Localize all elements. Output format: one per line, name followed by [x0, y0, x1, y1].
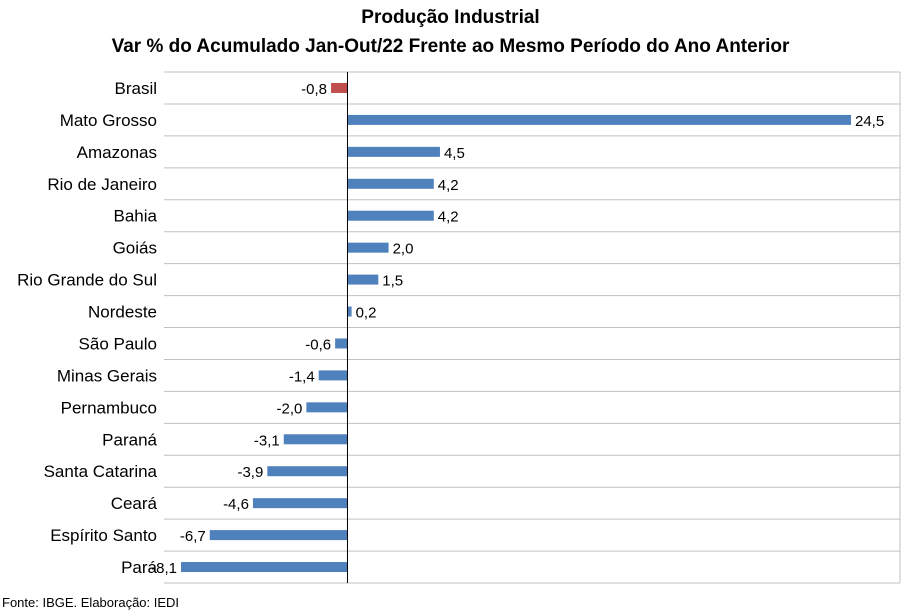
bar	[331, 82, 348, 93]
data-label: 4,2	[438, 209, 459, 226]
bar	[283, 434, 348, 445]
bar	[347, 146, 440, 157]
category-label: Mato Grosso	[60, 111, 157, 130]
category-label: Pernambuco	[61, 398, 157, 417]
data-label: 2,0	[393, 241, 414, 258]
category-label: Santa Catarina	[44, 462, 158, 481]
data-label: 4,2	[438, 177, 459, 194]
category-label: Amazonas	[77, 143, 157, 162]
bar	[209, 530, 348, 541]
bar	[318, 370, 348, 381]
data-label: -0,8	[301, 81, 327, 98]
category-label: Brasil	[114, 79, 157, 98]
data-label: 0,2	[356, 305, 377, 322]
category-label: Goiás	[113, 239, 157, 258]
category-label: Rio Grande do Sul	[17, 271, 157, 290]
data-label: -0,6	[305, 336, 331, 353]
bar	[347, 114, 851, 125]
category-label: Nordeste	[88, 303, 157, 322]
chart-subtitle: Var % do Acumulado Jan-Out/22 Frente ao …	[111, 36, 790, 57]
category-label: São Paulo	[79, 334, 157, 353]
bar	[335, 338, 348, 349]
category-label: Pará	[121, 558, 157, 577]
bar	[181, 562, 348, 573]
category-label: Ceará	[111, 494, 158, 513]
data-label: -3,9	[237, 464, 263, 481]
data-label: -6,7	[180, 528, 206, 545]
category-label: Paraná	[102, 430, 157, 449]
bar	[252, 498, 348, 509]
data-label: -3,1	[254, 432, 280, 449]
bar	[347, 274, 379, 285]
bar	[347, 306, 352, 317]
category-label: Bahia	[114, 207, 158, 226]
chart-title: Produção Industrial	[361, 7, 540, 28]
data-label: 24,5	[855, 113, 884, 130]
data-label: -4,6	[223, 496, 249, 513]
source-note: Fonte: IBGE. Elaboração: IEDI	[2, 595, 180, 610]
bar	[306, 402, 348, 413]
category-label: Minas Gerais	[57, 366, 157, 385]
bar	[347, 178, 434, 189]
data-label: -2,0	[277, 400, 303, 417]
bar	[347, 242, 389, 253]
data-label: -1,4	[289, 368, 315, 385]
category-label: Rio de Janeiro	[47, 175, 157, 194]
bar	[347, 210, 434, 221]
bar	[267, 466, 348, 477]
data-label: -8,1	[151, 560, 177, 577]
category-label: Espírito Santo	[50, 526, 157, 545]
data-label: 1,5	[382, 273, 403, 290]
data-label: 4,5	[444, 145, 465, 162]
